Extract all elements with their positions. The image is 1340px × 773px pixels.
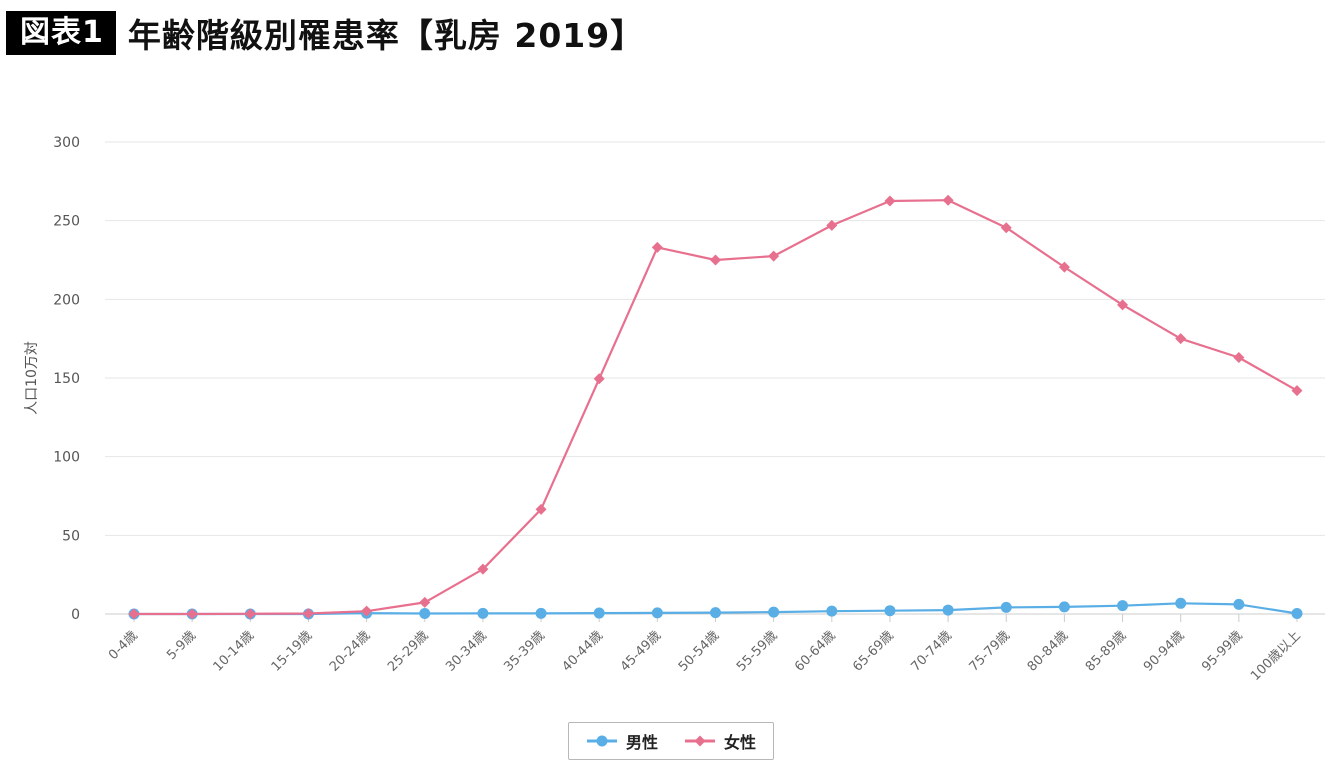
legend-swatch-male-icon [586, 735, 617, 747]
data-point [826, 605, 838, 617]
data-point [942, 194, 954, 206]
y-tick-label: 200 [53, 292, 80, 308]
x-tick-label: 20-24歳 [327, 628, 374, 675]
data-point [1291, 608, 1303, 620]
x-tick-label: 15-19歳 [269, 628, 316, 675]
y-axis-label: 人口10万対 [24, 341, 40, 415]
data-point [1000, 601, 1012, 613]
data-point [1175, 333, 1187, 345]
data-point [1000, 222, 1012, 234]
series-layer [128, 194, 1303, 620]
x-tick-label: 55-59歳 [734, 628, 781, 675]
data-point [1117, 600, 1129, 612]
x-tick-label: 40-44歳 [560, 628, 607, 675]
data-point [128, 608, 140, 620]
data-point [361, 605, 373, 617]
x-tick-label: 70-74歳 [908, 628, 955, 675]
legend: 男性 女性 [568, 722, 774, 760]
data-point [477, 607, 489, 619]
series-female [128, 194, 1303, 620]
legend-item-male[interactable]: 男性 [586, 729, 658, 753]
legend-swatch-female-icon [685, 735, 715, 747]
data-point [651, 607, 663, 619]
x-tick-label: 65-69歳 [850, 628, 897, 675]
grid-layer [105, 141, 1325, 615]
data-point [1233, 598, 1245, 610]
figure-header: 図表1 年齢階級別罹患率【乳房 2019】 [0, 8, 644, 58]
data-point [302, 608, 314, 620]
x-tick-label: 90-94歳 [1141, 628, 1188, 675]
data-point [535, 503, 547, 515]
data-point [884, 605, 896, 617]
data-point [884, 195, 896, 207]
y-tick-label: 100 [53, 450, 80, 466]
y-tick-label: 300 [53, 135, 80, 151]
data-point [1233, 352, 1245, 364]
data-point [1175, 597, 1187, 609]
data-point [419, 608, 431, 620]
data-point [768, 250, 780, 262]
x-tick-label: 5-9歳 [164, 628, 199, 663]
y-tick-label: 0 [71, 607, 80, 623]
x-tick-label: 25-29歳 [385, 628, 432, 675]
x-tick-label: 100歳以上 [1248, 628, 1304, 684]
data-point [1291, 385, 1303, 397]
data-point [477, 563, 489, 575]
chart-title: 年齢階級別罹患率【乳房 2019】 [127, 16, 645, 55]
x-tick-label: 10-14歳 [211, 628, 258, 675]
axis-layer: 0 50 100 150 200 250 300 0-4歳 5-9歳 10-14歳 15-19歳 20… [53, 135, 1304, 684]
data-point [768, 606, 780, 618]
data-point [535, 607, 547, 619]
legend-label-male: 男性 [625, 733, 658, 752]
data-point [1117, 299, 1129, 311]
x-tick-label: 85-89歳 [1083, 628, 1130, 675]
x-tick-label: 75-79歳 [967, 628, 1014, 675]
y-tick-label: 50 [62, 528, 80, 544]
x-tick-label: 30-34歳 [443, 628, 490, 675]
x-tick-label: 95-99歳 [1199, 628, 1246, 675]
x-tick-label: 50-54歳 [676, 628, 723, 675]
x-tick-label: 80-84歳 [1025, 628, 1072, 675]
data-point [942, 604, 954, 616]
data-point [186, 608, 198, 620]
series-male [128, 597, 1303, 620]
data-point [710, 254, 721, 266]
data-point [244, 608, 256, 620]
data-point [710, 607, 721, 619]
legend-label-female: 女性 [724, 733, 757, 752]
legend-item-female[interactable]: 女性 [684, 729, 756, 753]
data-point [1058, 601, 1070, 613]
data-point [593, 373, 605, 385]
y-tick-label: 150 [53, 371, 80, 387]
x-tick-label: 0-4歳 [106, 628, 141, 663]
data-point [826, 219, 838, 231]
x-tick-label: 35-39歳 [501, 628, 548, 675]
figure-label: 図表1 [6, 11, 116, 55]
data-point [419, 596, 431, 608]
y-tick-label: 250 [53, 214, 80, 230]
x-tick-label: 45-49歳 [618, 628, 665, 675]
data-point [593, 607, 605, 619]
data-point [1058, 261, 1070, 273]
data-point [651, 241, 663, 253]
x-tick-label: 60-64歳 [792, 628, 839, 675]
